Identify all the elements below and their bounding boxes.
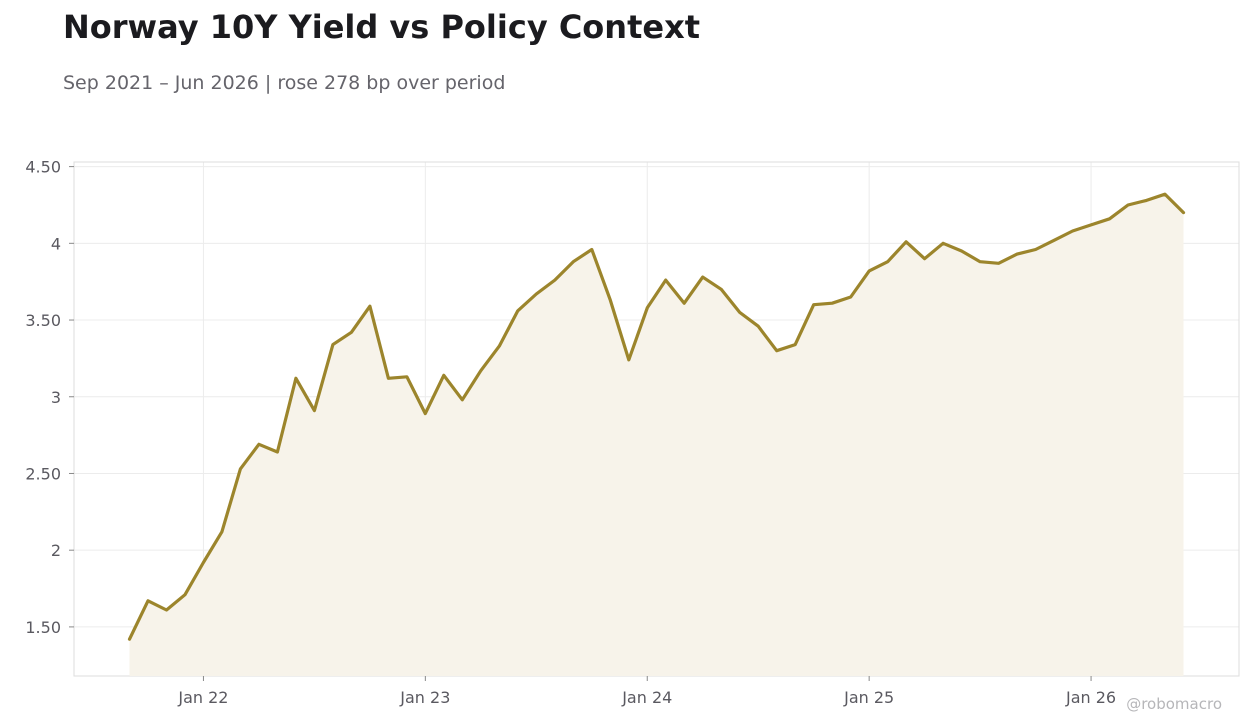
watermark: @robomacro xyxy=(1126,695,1222,713)
y-tick-label-4: 3.50 xyxy=(25,311,61,330)
y-tick-label-1: 2 xyxy=(51,541,61,560)
y-tick-label-6: 4.50 xyxy=(25,158,61,177)
x-tick-label-3: Jan 25 xyxy=(843,688,894,707)
y-tick-label-2: 2.50 xyxy=(25,464,61,483)
chart-subtitle: Sep 2021 – Jun 2026 | rose 278 bp over p… xyxy=(63,72,506,94)
x-tick-label-4: Jan 26 xyxy=(1065,688,1116,707)
y-axis-ticks: 1.50 2 2.50 3 3.50 4 4.50 xyxy=(25,158,74,637)
yield-area-fill xyxy=(129,194,1184,676)
y-tick-label-5: 4 xyxy=(51,234,61,253)
x-tick-label-0: Jan 22 xyxy=(177,688,228,707)
yield-line xyxy=(127,192,1186,641)
x-axis-ticks: Jan 22 Jan 23 Jan 24 Jan 25 Jan 26 xyxy=(177,676,1116,707)
y-tick-label-0: 1.50 xyxy=(25,618,61,637)
y-tick-label-3: 3 xyxy=(51,388,61,407)
x-tick-label-1: Jan 23 xyxy=(399,688,450,707)
chart-title: Norway 10Y Yield vs Policy Context xyxy=(63,8,700,46)
x-tick-label-2: Jan 24 xyxy=(621,688,672,707)
